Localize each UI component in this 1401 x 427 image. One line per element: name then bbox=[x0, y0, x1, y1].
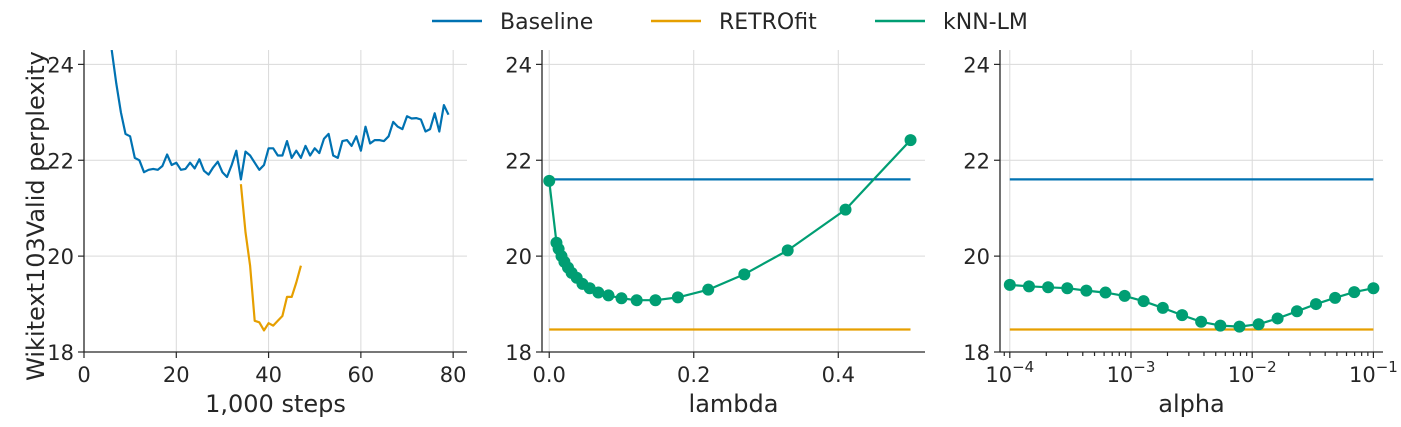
chart-panel-1: 0 20 40 60 80 18 20 22 24 1,000 steps Wikitext103V… bbox=[22, 50, 467, 418]
data-point bbox=[543, 174, 556, 187]
y-tick-label: 22 bbox=[505, 149, 532, 173]
legend-item-retrofit: RETROfit bbox=[651, 10, 817, 35]
y-tick-label: 24 bbox=[505, 53, 532, 77]
data-point bbox=[1271, 312, 1284, 325]
data-point bbox=[1156, 301, 1169, 314]
data-point bbox=[1080, 284, 1093, 297]
y-tick-label: 18 bbox=[963, 341, 990, 365]
series-retrofit bbox=[239, 184, 302, 332]
legend-item-knn-lm: kNN-LM bbox=[875, 10, 1028, 35]
data-point bbox=[615, 292, 628, 305]
y-tick-label: 20 bbox=[963, 245, 990, 269]
data-point bbox=[1118, 289, 1131, 302]
data-point bbox=[1367, 282, 1380, 295]
data-point bbox=[1309, 298, 1322, 311]
x-tick-label-exponent: −3 bbox=[1133, 358, 1155, 376]
data-point bbox=[1003, 278, 1016, 291]
x-tick-label-exponent: −4 bbox=[1012, 358, 1034, 376]
x-tick-label-exponent: −2 bbox=[1255, 358, 1277, 376]
data-point bbox=[781, 244, 794, 257]
y-axis-label: Wikitext103Valid perplexity bbox=[22, 51, 50, 381]
y-tick-label: 24 bbox=[47, 53, 74, 77]
data-point bbox=[649, 294, 662, 307]
x-tick-label: 40 bbox=[255, 363, 282, 387]
data-point bbox=[1042, 281, 1055, 294]
data-point bbox=[1099, 286, 1112, 299]
series-knn-lm bbox=[1003, 278, 1380, 333]
x-tick-label-base: 10 bbox=[1107, 363, 1134, 387]
x-tick-label: 10−3 bbox=[1107, 358, 1156, 387]
series-line-knn-lm bbox=[548, 139, 912, 302]
x-tick-label: 0.0 bbox=[533, 363, 566, 387]
x-axis-label: lambda bbox=[689, 390, 779, 418]
x-tick-label: 0.4 bbox=[822, 363, 855, 387]
x-axis-label: 1,000 steps bbox=[205, 390, 346, 418]
data-point bbox=[738, 268, 751, 281]
x-tick-label-base: 10 bbox=[1349, 363, 1376, 387]
legend-item-baseline: Baseline bbox=[432, 10, 593, 35]
data-point bbox=[1137, 295, 1150, 308]
x-tick-label: 10−2 bbox=[1228, 358, 1277, 387]
data-point bbox=[1023, 280, 1036, 293]
legend: Baseline RETROfit kNN-LM bbox=[432, 10, 1028, 35]
x-axis-label: alpha bbox=[1158, 390, 1225, 418]
y-tick-label: 18 bbox=[47, 341, 74, 365]
x-tick-label: 0.2 bbox=[677, 363, 710, 387]
data-point bbox=[839, 203, 852, 216]
data-point bbox=[1061, 282, 1074, 295]
data-point bbox=[671, 291, 684, 304]
chart-panel-2: 0.0 0.2 0.4 18 20 22 24 lambda bbox=[505, 50, 925, 418]
x-tick-label: 10−1 bbox=[1349, 358, 1398, 387]
data-point bbox=[1176, 309, 1189, 322]
data-point bbox=[630, 294, 643, 307]
x-tick-label-exponent: −1 bbox=[1376, 358, 1398, 376]
x-tick-label: 20 bbox=[163, 363, 190, 387]
series-line-baseline bbox=[110, 50, 450, 181]
data-point bbox=[592, 286, 605, 299]
series-knn-lm bbox=[543, 134, 917, 307]
y-tick-label: 20 bbox=[47, 245, 74, 269]
x-tick-label: 80 bbox=[440, 363, 467, 387]
legend-label: RETROfit bbox=[719, 10, 817, 35]
x-tick-label: 10−4 bbox=[985, 358, 1034, 387]
data-point bbox=[1233, 320, 1246, 333]
data-point bbox=[1252, 318, 1265, 331]
data-point bbox=[1290, 305, 1303, 318]
data-point bbox=[1329, 291, 1342, 304]
y-tick-label: 24 bbox=[963, 53, 990, 77]
data-point bbox=[904, 134, 917, 147]
series-line-retrofit bbox=[239, 184, 302, 332]
series-baseline bbox=[110, 50, 450, 181]
data-point bbox=[602, 289, 615, 302]
x-tick-label: 60 bbox=[348, 363, 375, 387]
y-tick-label: 20 bbox=[505, 245, 532, 269]
legend-label: Baseline bbox=[500, 10, 593, 35]
y-tick-label: 22 bbox=[47, 149, 74, 173]
x-tick-label-base: 10 bbox=[985, 363, 1012, 387]
x-tick-label-base: 10 bbox=[1228, 363, 1255, 387]
y-tick-label: 18 bbox=[505, 341, 532, 365]
legend-label: kNN-LM bbox=[943, 10, 1028, 35]
y-tick-label: 22 bbox=[963, 149, 990, 173]
x-tick-label: 0 bbox=[77, 363, 90, 387]
data-point bbox=[1214, 319, 1227, 332]
data-point bbox=[1195, 315, 1208, 328]
data-point bbox=[702, 283, 715, 296]
data-point bbox=[1348, 286, 1361, 299]
